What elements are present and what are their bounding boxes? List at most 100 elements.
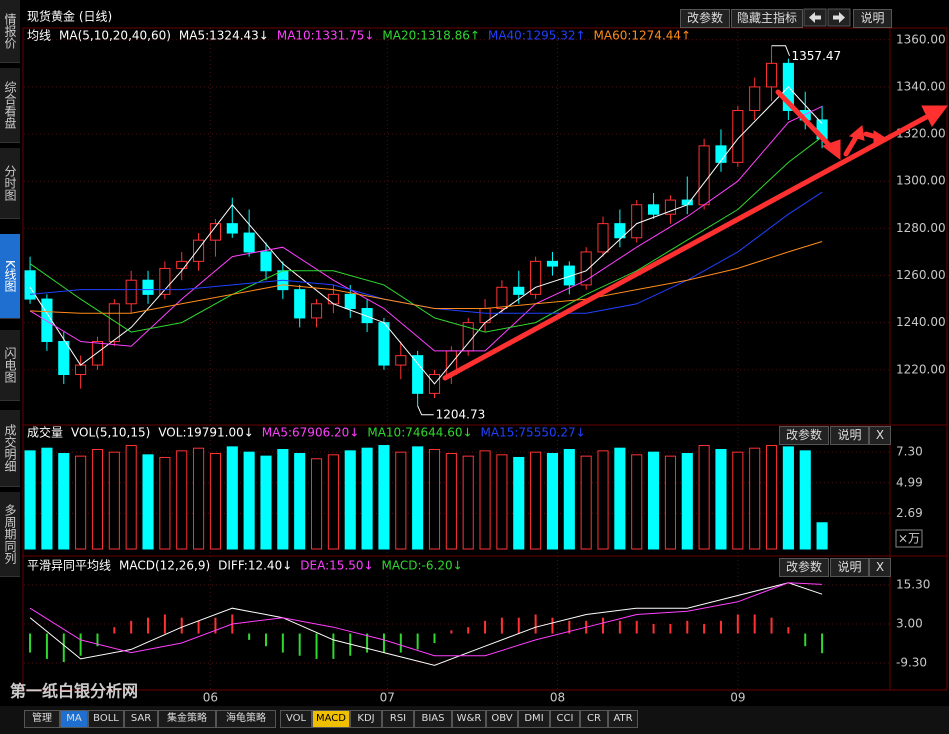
legend-entry: 成交量 — [27, 425, 63, 440]
volume-bar — [479, 450, 491, 550]
volume-bar — [799, 450, 811, 550]
toolbar-tab[interactable]: KDJ — [350, 710, 382, 728]
volume-bar — [782, 446, 794, 550]
side-tab[interactable]: 分时图 — [0, 148, 20, 219]
legend-entry: DIFF:12.40↓ — [218, 559, 292, 573]
toolbar-tab[interactable]: CCI — [550, 710, 580, 728]
volume-bar — [749, 447, 761, 550]
volume-bar — [631, 454, 643, 550]
volume-bar — [412, 446, 424, 550]
side-tab[interactable]: 成交明细 — [0, 410, 20, 487]
high-pointer — [771, 45, 790, 56]
candle-body — [378, 322, 390, 366]
volume-bar — [310, 458, 323, 550]
button[interactable]: 说明 — [830, 558, 869, 577]
volume-bar — [125, 445, 137, 550]
candle-body — [664, 199, 676, 215]
candle-body — [91, 341, 104, 366]
volume-bar — [294, 452, 306, 550]
x-tick-label: 06 — [203, 691, 218, 705]
side-tab[interactable]: 多周期同列 — [0, 492, 20, 577]
y-tick-label: 1360.00 — [896, 32, 946, 46]
candle-body — [125, 279, 137, 305]
volume-bar — [428, 449, 441, 550]
volume-bar — [58, 452, 70, 550]
side-tab[interactable]: 情报价 — [0, 0, 20, 63]
button[interactable]: 隐藏主指标 — [731, 9, 803, 28]
toolbar-tab[interactable]: OBV — [486, 710, 518, 728]
candle-body — [75, 364, 87, 376]
series-line — [29, 105, 823, 352]
candle-body — [310, 303, 323, 319]
candle-body — [513, 286, 525, 295]
toolbar-tab[interactable]: MACD — [312, 710, 350, 728]
toolbar-tab[interactable]: DMI — [518, 710, 550, 728]
toolbar-tab[interactable]: BIAS — [414, 710, 452, 728]
button[interactable]: 改参数 — [680, 9, 730, 28]
volume-bar — [226, 446, 238, 550]
chart-title: 现货黄金 (日线) — [27, 9, 112, 24]
toolbar-tab[interactable]: CR — [580, 710, 608, 728]
side-tab[interactable]: K线图 — [0, 234, 20, 319]
volume-bar — [361, 447, 373, 550]
button[interactable]: 改参数 — [779, 426, 829, 445]
volume-bar — [546, 452, 559, 550]
y-tick-label: -9.30 — [896, 656, 927, 670]
legend-entry: 平滑异同平均线 — [27, 559, 111, 573]
low-label: 1204.73 — [436, 407, 486, 421]
legend-entry: VOL(5,10,15) — [71, 426, 150, 440]
volume-bar — [209, 452, 221, 550]
candle-body — [226, 223, 238, 234]
volume-bar — [41, 447, 53, 550]
candle-body — [108, 303, 120, 342]
button[interactable]: X — [869, 558, 891, 577]
toolbar-tab[interactable]: 管理 — [24, 710, 60, 728]
volume-bar — [277, 449, 289, 550]
volume-bar — [462, 455, 474, 550]
side-tab[interactable]: 闪电图 — [0, 330, 20, 401]
button[interactable]: X — [869, 426, 891, 445]
volume-bar — [260, 455, 272, 550]
series-line — [29, 582, 823, 666]
side-tab[interactable]: 综合看盘 — [0, 68, 20, 143]
candle-body — [327, 293, 339, 305]
volume-bar — [142, 454, 154, 550]
toolbar-tab[interactable]: MA — [60, 710, 88, 728]
toolbar-tab[interactable]: 海龟策略 — [216, 710, 276, 728]
volume-bar — [91, 449, 104, 550]
y-tick-label: 1340.00 — [896, 79, 946, 93]
candle-body — [58, 341, 70, 375]
legend-entry: MA5:67906.20↓ — [262, 426, 360, 440]
volume-bar — [563, 449, 575, 550]
toolbar-tab[interactable]: ATR — [608, 710, 638, 728]
toolbar-tab[interactable]: VOL — [280, 710, 312, 728]
candle-body — [563, 265, 575, 286]
toolbar-tab[interactable]: W&R — [452, 710, 486, 728]
legend-entry: DEA:15.50↓ — [300, 559, 373, 573]
y-tick-label: 3.00 — [896, 617, 923, 631]
legend-entry: MA20:1318.86↑ — [382, 29, 480, 43]
arrow-left-icon — [815, 15, 821, 20]
y-tick-label: 15.30 — [896, 577, 930, 591]
toolbar-tab[interactable]: BOLL — [88, 710, 124, 728]
button[interactable]: 说明 — [853, 9, 892, 28]
candle-body — [176, 260, 188, 269]
volume-bar — [681, 452, 693, 550]
button[interactable]: 说明 — [830, 426, 869, 445]
y-tick-label: 1220.00 — [896, 362, 946, 376]
arrow-right-icon — [833, 15, 839, 20]
candle-body — [631, 204, 643, 239]
toolbar-tab[interactable]: SAR — [124, 710, 158, 728]
user-arrows — [442, 89, 948, 381]
y-tick-label: 7.30 — [896, 445, 923, 459]
low-pointer — [417, 405, 434, 416]
macd-panel — [22, 555, 948, 691]
candle-body — [412, 355, 424, 394]
toolbar-tab[interactable]: RSI — [382, 710, 414, 728]
volume-bar — [445, 452, 457, 550]
toolbar-tab[interactable]: 集金策略 — [158, 710, 216, 728]
button[interactable]: 改参数 — [779, 558, 829, 577]
volume-bar — [395, 451, 407, 550]
candle-body — [732, 110, 744, 163]
legend-entry: MA5:1324.43↓ — [179, 29, 269, 43]
